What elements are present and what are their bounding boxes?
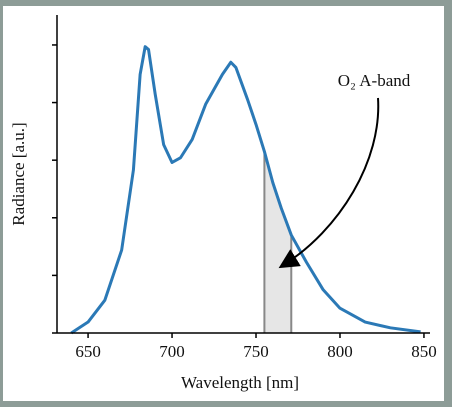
x-tick-label: 800 [327,342,353,361]
x-tick-label: 650 [75,342,101,361]
annotation: O₂ A-band [338,71,411,90]
spectrum-line [70,45,421,335]
band-fill [264,151,292,333]
x-tick-label: 850 [411,342,437,361]
x-tick-label: 700 [159,342,185,361]
x-axis-label: Wavelength [nm] [181,373,299,392]
panel [3,6,444,401]
annotation-arrow [278,97,380,269]
x-tick-label: 750 [243,342,269,361]
y-axis-label: Radiance [a.u.] [9,122,28,225]
